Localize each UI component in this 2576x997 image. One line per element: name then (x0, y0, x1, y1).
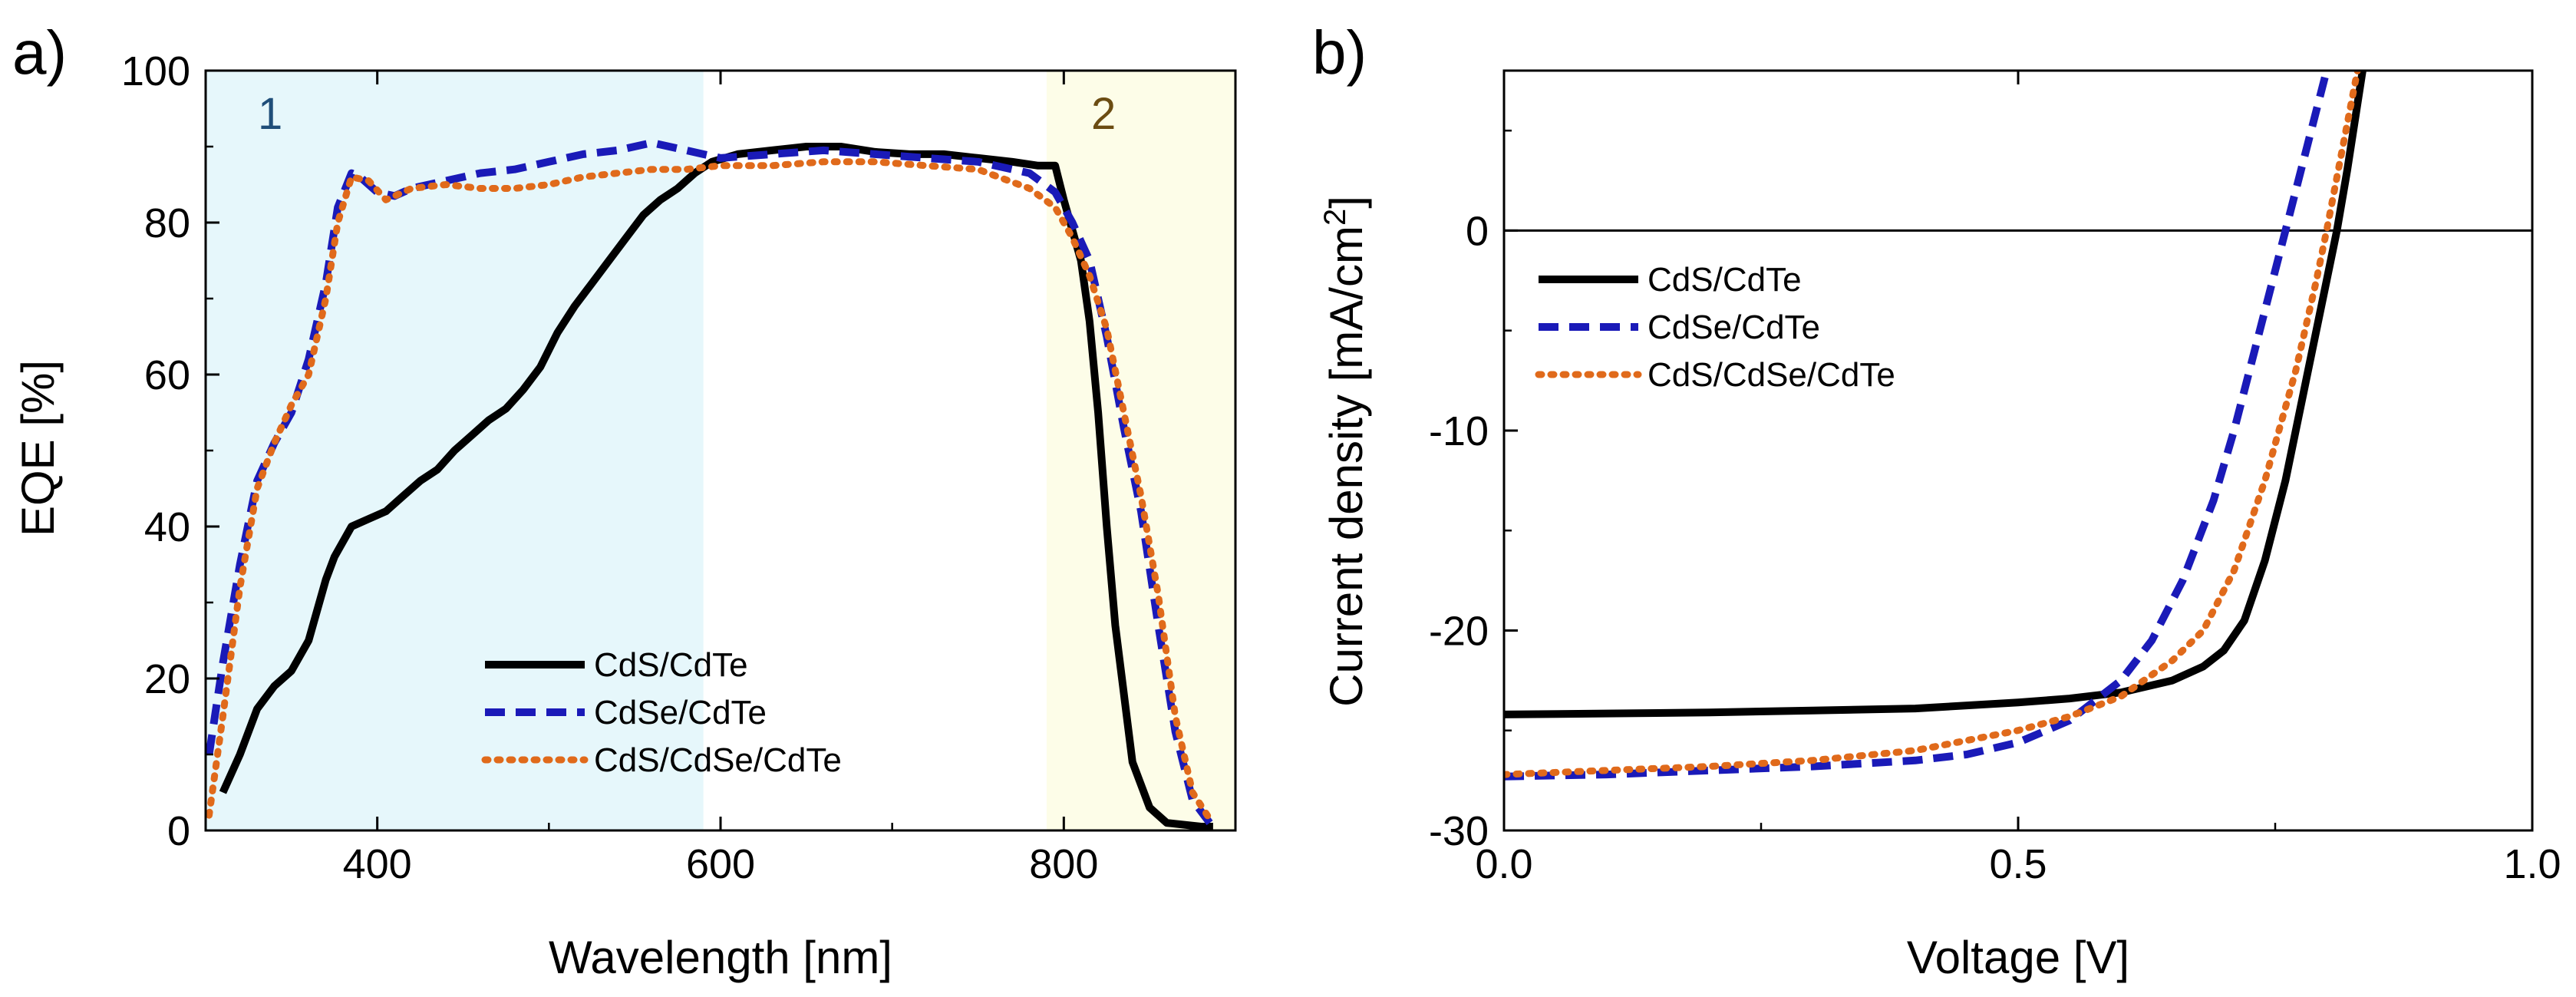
eqe-x-tick-label: 400 (343, 841, 412, 887)
jv-series-group (1504, 71, 2367, 781)
eqe-y-tick-label: 20 (144, 656, 190, 702)
jv-y-tick-label: 0 (1466, 208, 1489, 254)
eqe-series-line-cds-cdse-cdte (206, 158, 1213, 823)
spectral-region-2 (1046, 71, 1235, 830)
panel-b-letter: b) (1312, 18, 1367, 87)
eqe-series-group (206, 139, 1213, 830)
spectral-region-label-2: 2 (1091, 89, 1116, 139)
jv-series-line-cdse-cdte (1504, 71, 2330, 781)
eqe-legend: CdS/CdTe CdSe/CdTe CdS/CdSe/CdTe (481, 646, 842, 779)
y-axis-title-suffix: ] (1321, 196, 1372, 209)
jv-series-line-cds-cdse-cdte (1504, 71, 2361, 778)
x-axis-title-wavelength: Wavelength [nm] (549, 932, 892, 983)
eqe-y-tick-label: 0 (167, 808, 190, 854)
jv-legend-label-0: CdS/CdTe (1648, 261, 1802, 299)
jv-plot-area: 0.0 0.5 1.0 -30 -20 -10 0 (1429, 69, 2561, 887)
jv-legend-label-2: CdS/CdSe/CdTe (1648, 356, 1895, 394)
eqe-y-tick-label: 60 (144, 352, 190, 398)
eqe-x-tick-label: 600 (686, 841, 755, 887)
jv-series-line-cds-cdte (1504, 71, 2367, 718)
jv-legend: CdS/CdTe CdSe/CdTe CdS/CdSe/CdTe (1535, 261, 1895, 394)
jv-y-tick-label: -30 (1429, 808, 1489, 854)
eqe-series-line-cds-cdte (219, 143, 1213, 830)
panel-a-letter: a) (12, 18, 67, 87)
spectral-region-label-1: 1 (258, 89, 282, 139)
jv-x-tick-label: 0.5 (1989, 841, 2047, 887)
jv-x-tick-label: 1.0 (2503, 841, 2561, 887)
jv-y-tick-label: -20 (1429, 608, 1489, 654)
eqe-legend-label-1: CdSe/CdTe (594, 694, 767, 731)
eqe-y-tick-label: 80 (144, 200, 190, 246)
panel-b-jv-chart: b) 0.0 0.5 1.0 -30 -20 -10 0 CdS/CdTe CdSe/CdTe… (1312, 18, 2561, 983)
y-axis-title-eqe: EQE [%] (12, 360, 64, 536)
eqe-y-tick-label: 40 (144, 504, 190, 550)
jv-y-tick-label: -10 (1429, 408, 1489, 454)
eqe-x-tick-label: 800 (1029, 841, 1098, 887)
eqe-legend-label-2: CdS/CdSe/CdTe (594, 741, 842, 779)
x-axis-title-voltage: Voltage [V] (1907, 932, 2129, 983)
jv-legend-label-1: CdSe/CdTe (1648, 309, 1820, 346)
jv-x-tick-label: 0.0 (1475, 841, 1532, 887)
y-axis-title-current-density: Current density [mA/cm2] (1318, 196, 1372, 707)
eqe-legend-label-0: CdS/CdTe (594, 646, 748, 684)
eqe-plot-area: 400 600 800 0 20 40 60 80 100 (121, 48, 1237, 887)
eqe-y-tick-label: 100 (121, 48, 190, 94)
y-axis-title-main: Current density [mA/cm (1321, 226, 1372, 707)
y-axis-title-superscript: 2 (1318, 209, 1352, 226)
